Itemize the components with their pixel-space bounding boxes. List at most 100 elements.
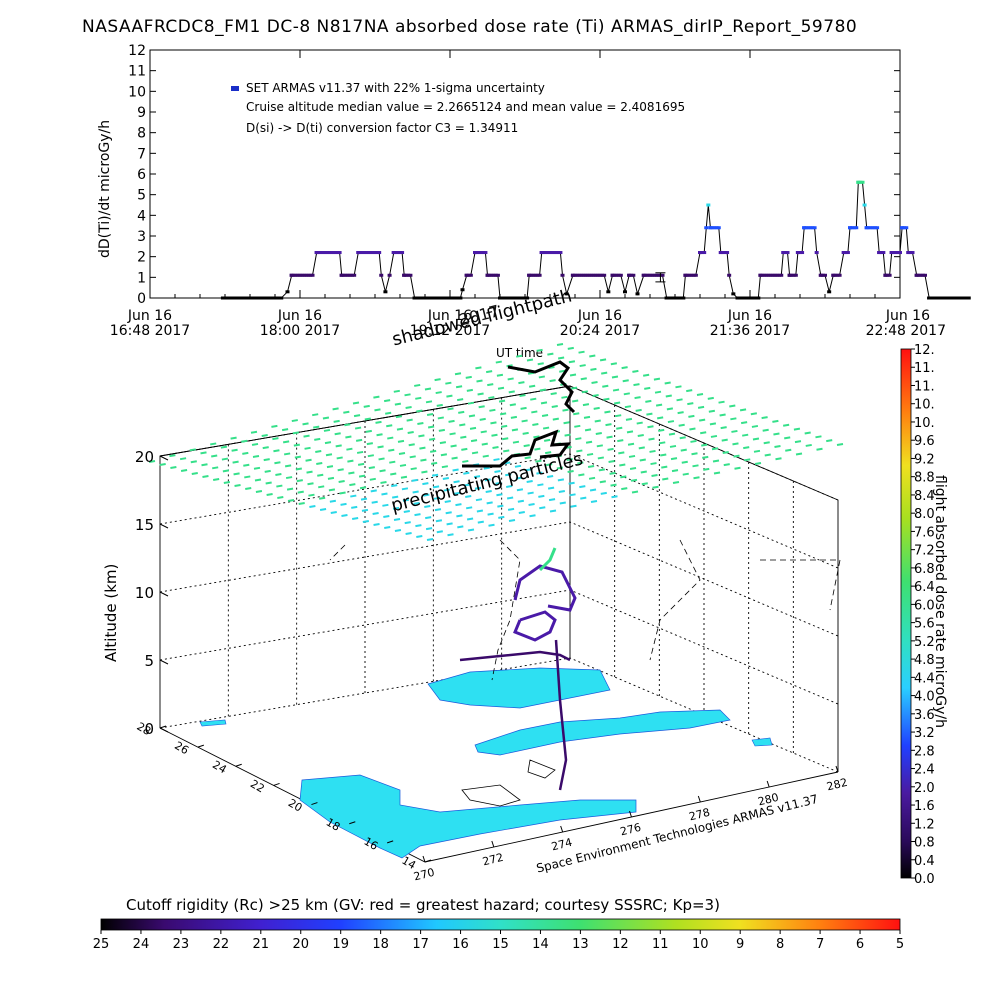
particle-mark [285, 476, 293, 480]
particle-mark [616, 426, 623, 430]
dose-colorbar-tick-label: 8.4 [914, 489, 935, 504]
dose-point [760, 273, 765, 277]
particle-mark [544, 451, 552, 455]
particle-mark [400, 475, 408, 479]
dose-point [745, 296, 750, 300]
dose-point [350, 273, 355, 277]
dose-colorbar-tick-label: 11. [914, 361, 935, 376]
particle-mark [569, 373, 577, 377]
particle-mark [696, 393, 704, 396]
dose-point [806, 226, 811, 230]
particle-mark [518, 381, 525, 385]
particle-mark [412, 490, 419, 494]
dose-point [670, 296, 675, 300]
particle-mark [592, 394, 599, 398]
dose-point [698, 251, 702, 255]
particle-mark [519, 394, 526, 398]
lat-tick [273, 782, 280, 786]
dose-point [552, 251, 557, 255]
legend-line-2: Cruise altitude median value = 2.2665124… [246, 100, 685, 114]
dose-point [927, 296, 932, 300]
particle-mark [784, 436, 791, 440]
dose-point [293, 273, 298, 277]
dose-point [731, 292, 736, 296]
particle-mark [328, 488, 336, 492]
dose-point [768, 273, 773, 277]
particle-mark [667, 420, 675, 424]
x-tick-label-time: 16:48 2017 [110, 323, 190, 339]
particle-mark [511, 428, 519, 432]
dose-point [366, 251, 371, 255]
dose-point [960, 296, 965, 300]
particle-mark [537, 362, 544, 366]
dose-point [916, 273, 921, 277]
rigidity-patch [299, 774, 637, 859]
dose-point [687, 273, 692, 277]
particle-mark [569, 493, 576, 497]
dose-point [858, 180, 863, 184]
particle-mark [390, 472, 397, 476]
particle-mark [435, 519, 443, 523]
particle-mark [597, 456, 604, 460]
dose-point [602, 273, 607, 277]
particle-mark [373, 523, 380, 526]
particle-mark [742, 433, 749, 437]
particle-mark [406, 418, 413, 422]
dose-point [837, 273, 842, 277]
dose-point [879, 251, 884, 255]
particle-mark [282, 440, 290, 444]
particle-mark [465, 375, 472, 379]
altitude-tick-label: 0 [144, 720, 154, 738]
particle-mark [366, 442, 373, 446]
particle-mark [499, 412, 507, 416]
particle-mark [720, 426, 727, 430]
rigidity-colorbar-tick-label: 10 [692, 937, 709, 952]
particle-mark [484, 478, 491, 482]
particle-mark [675, 385, 682, 389]
dose-point [648, 273, 652, 277]
particle-mark [697, 405, 705, 409]
dose-point [860, 180, 865, 184]
dose-point [550, 251, 555, 255]
dose-point [525, 296, 530, 300]
particle-mark [590, 367, 597, 371]
particle-mark [159, 463, 166, 466]
dose-point [891, 251, 896, 255]
particle-mark [243, 463, 250, 467]
y-tick-label: 4 [137, 208, 146, 224]
dose-point [323, 251, 327, 255]
particle-mark [762, 428, 769, 432]
dose-point [812, 226, 817, 230]
particle-mark [590, 500, 598, 503]
dose-point [370, 251, 375, 255]
particle-mark [619, 463, 626, 467]
particle-mark [474, 486, 482, 490]
particle-mark [754, 462, 762, 465]
particle-mark [357, 462, 365, 466]
particle-mark [479, 417, 486, 421]
dose-point [375, 251, 380, 255]
dose-point [833, 273, 838, 277]
particle-mark [272, 437, 279, 441]
dose-colorbar-tick-label: 11. [914, 379, 935, 394]
dose-point [712, 226, 717, 230]
particle-mark [559, 501, 566, 505]
dose-point [683, 273, 688, 277]
dose-point [318, 251, 323, 255]
particle-mark [338, 479, 345, 483]
dose-colorbar-tick-label: 3.6 [914, 708, 935, 723]
particle-mark [773, 432, 780, 436]
dose-point [427, 296, 432, 300]
particle-mark [598, 468, 605, 472]
dose-point [345, 273, 350, 277]
dose-point [220, 296, 225, 300]
particle-mark [276, 484, 283, 488]
particle-mark [583, 415, 591, 419]
particle-mark [750, 412, 758, 416]
particle-mark [345, 435, 352, 439]
particle-mark [253, 466, 261, 470]
particle-mark [453, 480, 460, 484]
dose-point [512, 296, 517, 300]
particle-mark [641, 482, 648, 486]
dose-point [541, 251, 546, 255]
